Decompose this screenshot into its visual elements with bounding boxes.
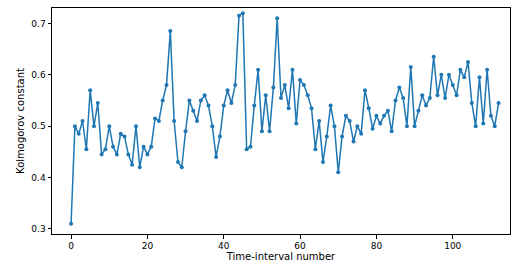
svg-text:100: 100 [444,241,461,251]
svg-text:0.4: 0.4 [31,173,46,183]
svg-text:40: 40 [218,241,230,251]
svg-text:0.7: 0.7 [31,19,45,29]
svg-text:Kolmogorov constant: Kolmogorov constant [15,68,26,174]
svg-text:0.6: 0.6 [31,70,46,80]
svg-text:80: 80 [371,241,383,251]
svg-text:Time-interval number: Time-interval number [226,251,336,262]
svg-text:0.3: 0.3 [31,224,45,234]
svg-text:0.5: 0.5 [31,121,45,131]
svg-text:20: 20 [142,241,154,251]
svg-text:60: 60 [294,241,306,251]
svg-text:0: 0 [68,241,74,251]
